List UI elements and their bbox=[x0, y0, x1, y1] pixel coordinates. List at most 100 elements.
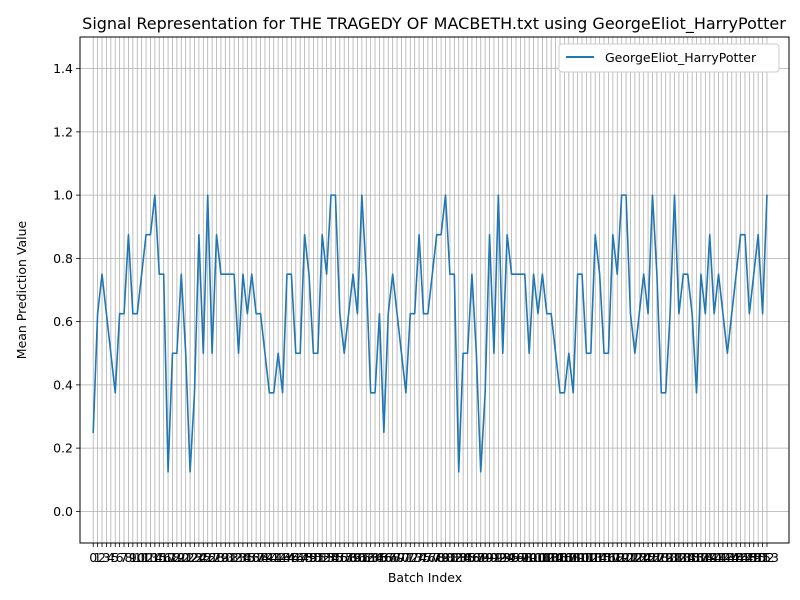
x-tick-label: 83 bbox=[451, 550, 467, 565]
x-tick-label: 138 bbox=[689, 550, 713, 565]
x-tick-label: 78 bbox=[429, 550, 445, 565]
x-tick-label: 125 bbox=[632, 550, 656, 565]
y-tick-label: 1.0 bbox=[53, 188, 73, 203]
x-tick-label: 25 bbox=[195, 550, 211, 565]
x-tick-label: 110 bbox=[566, 550, 590, 565]
x-tick-label: 70 bbox=[394, 550, 410, 565]
x-tick-label: 1 bbox=[94, 550, 102, 565]
x-tick-label: 9 bbox=[129, 550, 137, 565]
x-tick-label: 74 bbox=[411, 550, 427, 565]
x-tick-label: 79 bbox=[433, 550, 449, 565]
x-tick-label: 122 bbox=[619, 550, 643, 565]
x-tick-label: 50 bbox=[305, 550, 321, 565]
y-tick-label: 0.8 bbox=[53, 251, 73, 266]
x-tick-label: 99 bbox=[521, 550, 537, 565]
x-tick-label: 128 bbox=[645, 550, 669, 565]
x-tick-label: 48 bbox=[297, 550, 313, 565]
x-tick-label: 26 bbox=[200, 550, 216, 565]
x-tick-label: 93 bbox=[495, 550, 511, 565]
x-tick-label: 66 bbox=[376, 550, 392, 565]
x-tick-label: 13 bbox=[143, 550, 159, 565]
x-tick-label: 16 bbox=[156, 550, 172, 565]
x-tick-label: 41 bbox=[266, 550, 282, 565]
x-tick-label: 132 bbox=[663, 550, 687, 565]
y-axis-label: Mean Prediction Value bbox=[14, 220, 29, 359]
x-tick-label: 141 bbox=[702, 550, 726, 565]
x-tick-label: 71 bbox=[398, 550, 414, 565]
x-tick-label: 10 bbox=[129, 550, 145, 565]
x-tick-label: 4 bbox=[107, 550, 115, 565]
x-tick-label: 14 bbox=[147, 550, 163, 565]
x-tick-label: 65 bbox=[372, 550, 388, 565]
x-tick-label: 68 bbox=[385, 550, 401, 565]
x-tick-label: 91 bbox=[486, 550, 502, 565]
x-tick-label: 2 bbox=[98, 550, 106, 565]
x-tick-label: 22 bbox=[182, 550, 198, 565]
x-tick-label: 130 bbox=[654, 550, 678, 565]
plot-frame bbox=[79, 36, 790, 544]
x-tick-label: 136 bbox=[680, 550, 704, 565]
x-axis-label: Batch Index bbox=[388, 570, 462, 585]
x-tick-label: 54 bbox=[323, 550, 339, 565]
x-tick-label: 31 bbox=[222, 550, 238, 565]
x-tick-label: 87 bbox=[468, 550, 484, 565]
x-tick-label: 96 bbox=[508, 550, 524, 565]
x-tick-label: 20 bbox=[173, 550, 189, 565]
x-tick-label: 94 bbox=[499, 550, 515, 565]
x-tick-label: 139 bbox=[693, 550, 717, 565]
x-tick-label: 151 bbox=[746, 550, 770, 565]
x-tick-label: 69 bbox=[389, 550, 405, 565]
x-tick-label: 58 bbox=[341, 550, 357, 565]
x-tick-label: 64 bbox=[367, 550, 383, 565]
x-tick-label: 137 bbox=[685, 550, 709, 565]
x-tick-label: 63 bbox=[363, 550, 379, 565]
x-tick-label: 129 bbox=[649, 550, 673, 565]
y-tick-label: 0.6 bbox=[53, 314, 73, 329]
x-tick-label: 77 bbox=[424, 550, 440, 565]
x-tick-label: 27 bbox=[204, 550, 220, 565]
x-tick-label: 82 bbox=[446, 550, 462, 565]
series-layer bbox=[92, 194, 768, 473]
x-tick-label: 89 bbox=[477, 550, 493, 565]
x-tick-label: 116 bbox=[592, 550, 616, 565]
x-tick-label: 43 bbox=[275, 550, 291, 565]
x-tick-label: 45 bbox=[283, 550, 299, 565]
x-tick-label: 75 bbox=[416, 550, 432, 565]
x-tick-label: 90 bbox=[482, 550, 498, 565]
x-tick-label: 148 bbox=[733, 550, 757, 565]
x-tick-label: 113 bbox=[579, 550, 603, 565]
x-tick-label: 127 bbox=[641, 550, 665, 565]
x-tick-label: 37 bbox=[248, 550, 264, 565]
x-tick-label: 145 bbox=[720, 550, 744, 565]
x-tick-label: 59 bbox=[345, 550, 361, 565]
x-tick-label: 53 bbox=[319, 550, 335, 565]
x-tick-label: 40 bbox=[261, 550, 277, 565]
x-tick-label: 101 bbox=[526, 550, 550, 565]
x-tick-label: 114 bbox=[583, 550, 607, 565]
grid bbox=[80, 37, 789, 543]
x-tick-label: 97 bbox=[512, 550, 528, 565]
x-tick-label: 55 bbox=[327, 550, 343, 565]
x-tick-label: 17 bbox=[160, 550, 176, 565]
x-tick-label: 8 bbox=[124, 550, 132, 565]
x-tick-label: 56 bbox=[332, 550, 348, 565]
x-tick-label: 86 bbox=[464, 550, 480, 565]
x-tick-label: 144 bbox=[715, 550, 739, 565]
x-tick-label: 51 bbox=[310, 550, 326, 565]
x-tick-label: 153 bbox=[755, 550, 779, 565]
x-tick-label: 73 bbox=[407, 550, 423, 565]
x-tick-label: 7 bbox=[120, 550, 128, 565]
x-tick-label: 76 bbox=[420, 550, 436, 565]
x-tick-label: 67 bbox=[380, 550, 396, 565]
x-tick-label: 104 bbox=[539, 550, 563, 565]
x-tick-label: 133 bbox=[667, 550, 691, 565]
x-tick-label: 106 bbox=[548, 550, 572, 565]
y-tick-label: 0.0 bbox=[53, 504, 73, 519]
x-tick-label: 49 bbox=[301, 550, 317, 565]
x-tick-label: 30 bbox=[217, 550, 233, 565]
x-tick-label: 11 bbox=[134, 550, 150, 565]
x-tick-label: 152 bbox=[751, 550, 775, 565]
x-tick-label: 62 bbox=[358, 550, 374, 565]
x-tick-label: 103 bbox=[535, 550, 559, 565]
